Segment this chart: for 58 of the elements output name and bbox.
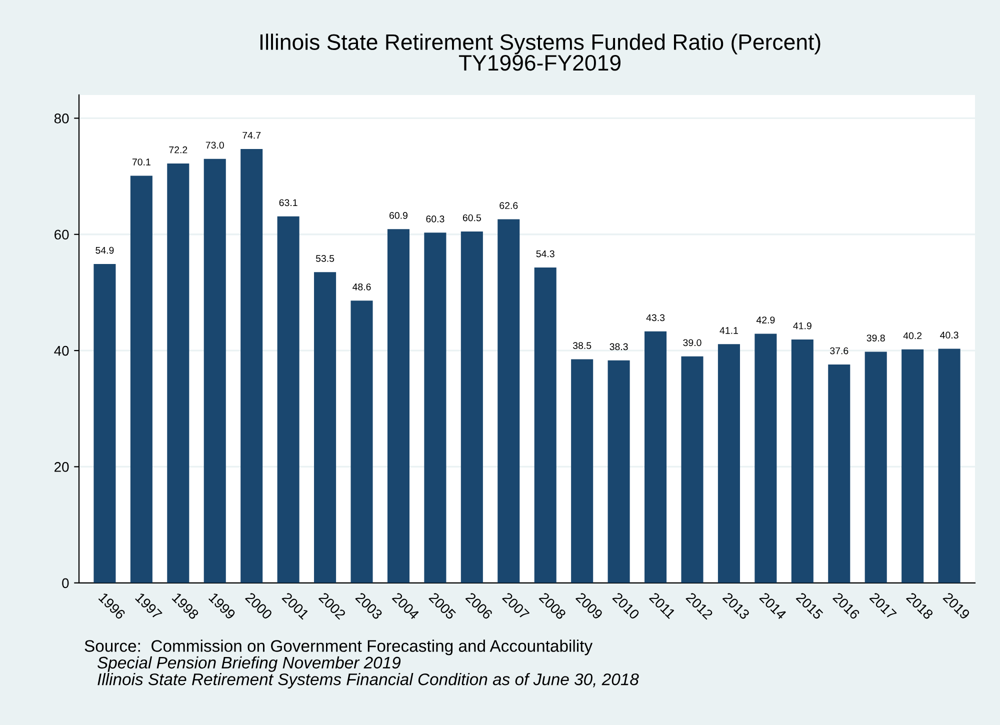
- data-label: 43.3: [646, 314, 665, 322]
- bar: [387, 229, 410, 583]
- text: Illinois State Retirement Systems Financial Condition as of June 30, 2018: [98, 673, 639, 689]
- data-label: 73.0: [206, 142, 224, 149]
- bar: [460, 231, 483, 583]
- text: Special Pension Briefing November 2019: [97, 656, 401, 672]
- data-label: 70.1: [132, 158, 150, 166]
- y-tick-label: 40: [54, 346, 69, 356]
- y-tick-label: 60: [54, 230, 69, 240]
- source-note: Source: Commission on Government Forecasting and Accountability: [84, 640, 593, 656]
- data-label: 42.9: [756, 316, 775, 324]
- y-tick-label: 20: [54, 462, 69, 472]
- data-label: 60.3: [426, 216, 444, 222]
- bar: [902, 349, 924, 583]
- data-label: 60.5: [462, 214, 481, 222]
- data-label: 38.5: [572, 342, 592, 350]
- data-label: 37.6: [830, 347, 848, 354]
- data-label: 74.7: [242, 132, 261, 139]
- data-label: 48.6: [352, 283, 371, 290]
- bar: [240, 148, 263, 583]
- bar: [718, 344, 740, 583]
- bar: [681, 356, 704, 583]
- bar: [828, 364, 850, 583]
- bar: [534, 267, 556, 583]
- bar: [204, 158, 226, 583]
- bar: [938, 348, 960, 583]
- bar: [277, 216, 300, 583]
- bar: [754, 334, 777, 583]
- bar: [314, 272, 336, 583]
- chart-title: Illinois State Retirement Systems Funded Ratio (Percent): [260, 34, 820, 54]
- data-label: 41.9: [793, 322, 812, 330]
- data-label: 39.0: [683, 339, 702, 346]
- data-label: 53.5: [316, 255, 334, 262]
- data-label: 41.1: [720, 327, 738, 334]
- bar: [424, 232, 446, 583]
- data-label: 62.6: [500, 202, 518, 210]
- bar: [167, 164, 190, 583]
- bar: [644, 331, 667, 583]
- bar: [608, 360, 630, 583]
- y-tick-label: 0: [62, 578, 69, 588]
- data-label: 39.8: [866, 334, 885, 342]
- data-label: 40.3: [940, 332, 958, 339]
- bar: [130, 176, 152, 583]
- bar: [498, 219, 520, 583]
- bar: [791, 340, 814, 583]
- data-label: 72.2: [169, 146, 188, 154]
- data-label: 63.1: [279, 199, 298, 206]
- bar: [571, 359, 594, 583]
- data-label: 38.3: [610, 343, 628, 350]
- bar: [864, 352, 887, 583]
- data-label: 60.9: [390, 212, 408, 219]
- bar: [94, 264, 116, 583]
- y-tick-label: 80: [54, 114, 69, 124]
- chart-subtitle: TY1996-FY2019: [458, 54, 620, 71]
- data-label: 54.3: [536, 250, 554, 258]
- data-label: 54.9: [96, 246, 114, 254]
- bar: [350, 300, 373, 583]
- data-label: 40.2: [903, 332, 922, 340]
